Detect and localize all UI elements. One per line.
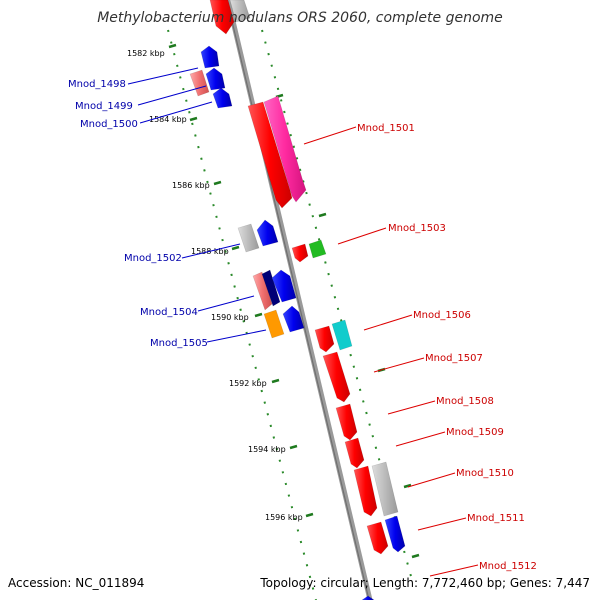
gene-feature[interactable]: [237, 223, 260, 253]
gene-label[interactable]: Mnod_1511: [467, 513, 525, 524]
map-title: Methylobacterium nodulans ORS 2060, comp…: [97, 10, 503, 26]
gene-feature[interactable]: [322, 351, 351, 403]
gene-feature[interactable]: [263, 309, 285, 339]
gene-feature[interactable]: [366, 521, 389, 555]
gene-feature[interactable]: [308, 239, 327, 259]
gene-feature[interactable]: [335, 403, 358, 441]
gene-label[interactable]: Mnod_1508: [436, 396, 494, 407]
gene-feature[interactable]: [282, 305, 305, 333]
gene-label[interactable]: Mnod_1510: [456, 468, 514, 479]
kbp-label: 1590 kbp: [211, 313, 249, 322]
gene-feature[interactable]: [361, 595, 375, 600]
genome-summary: Topology: circular; Length: 7,772,460 bp…: [259, 576, 590, 590]
kbp-label: 1582 kbp: [127, 49, 165, 58]
gene-feature[interactable]: [263, 95, 307, 203]
gene-label[interactable]: Mnod_1500: [80, 119, 138, 130]
gene-feature[interactable]: [209, 0, 235, 35]
gene-label[interactable]: Mnod_1506: [413, 310, 471, 321]
kbp-label: 1594 kbp: [248, 445, 286, 454]
gene-label[interactable]: Mnod_1501: [357, 123, 415, 134]
gene-feature[interactable]: [261, 269, 281, 307]
kbp-label: 1586 kbp: [172, 181, 210, 190]
gene-feature[interactable]: [247, 101, 293, 209]
genome-backbone: [225, 0, 373, 600]
gene-feature[interactable]: [271, 269, 297, 303]
gene-feature[interactable]: [205, 67, 226, 91]
gene-labels-left: Mnod_1498 Mnod_1499 Mnod_1500 Mnod_1502 …: [68, 79, 208, 349]
kbp-label: 1584 kbp: [149, 115, 187, 124]
gene-features: [189, 0, 406, 600]
gene-label[interactable]: Mnod_1507: [425, 353, 483, 364]
gene-feature[interactable]: [344, 437, 365, 469]
gene-feature[interactable]: [331, 319, 353, 351]
gene-feature[interactable]: [252, 271, 273, 311]
gene-feature[interactable]: [212, 87, 233, 109]
gene-feature[interactable]: [200, 45, 220, 69]
gene-labels-right: Mnod_1501 Mnod_1503 Mnod_1506 Mnod_1507 …: [357, 123, 537, 572]
leader-lines-right: [303, 126, 479, 577]
gene-label[interactable]: Mnod_1499: [75, 101, 133, 112]
gene-label[interactable]: Mnod_1504: [140, 307, 198, 318]
gene-label[interactable]: Mnod_1512: [479, 561, 537, 572]
gene-feature[interactable]: [314, 325, 335, 353]
accession-label: Accession: NC_011894: [8, 576, 144, 590]
gene-label[interactable]: Mnod_1502: [124, 253, 182, 264]
gene-feature[interactable]: [229, 0, 251, 23]
gene-feature[interactable]: [353, 465, 378, 517]
gene-feature[interactable]: [384, 515, 406, 553]
kbp-label: 1596 kbp: [265, 513, 303, 522]
gene-feature[interactable]: [371, 461, 399, 517]
gene-label[interactable]: Mnod_1503: [388, 223, 446, 234]
gene-feature[interactable]: [291, 243, 309, 263]
gene-label[interactable]: Mnod_1505: [150, 338, 208, 349]
gene-feature[interactable]: [256, 219, 279, 247]
gene-label[interactable]: Mnod_1498: [68, 79, 126, 90]
kbp-label: 1592 kbp: [229, 379, 267, 388]
gene-label[interactable]: Mnod_1509: [446, 427, 504, 438]
leader-lines-left: [127, 67, 267, 343]
